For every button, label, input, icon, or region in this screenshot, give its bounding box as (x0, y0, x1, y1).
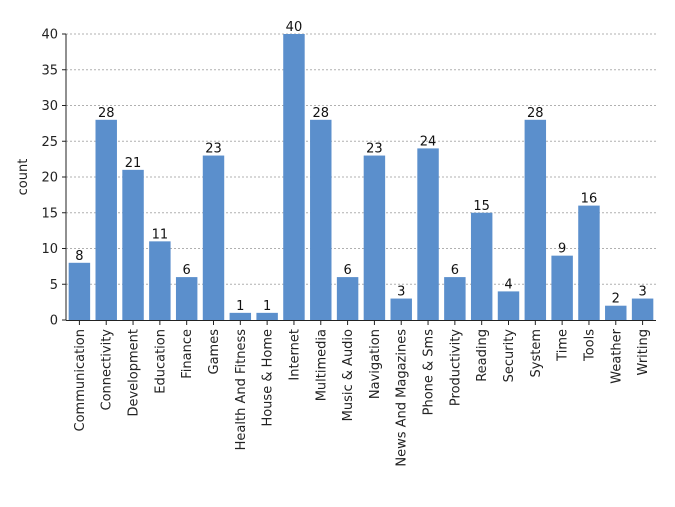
x-tick-label-0: Communication (73, 329, 88, 431)
y-tick-label-5: 5 (50, 278, 58, 293)
bar-7 (256, 312, 278, 320)
x-tick-label-4: Finance (180, 329, 195, 379)
bar-value-label-21: 3 (638, 285, 646, 300)
bar-value-label-17: 28 (527, 106, 544, 121)
bar-15 (470, 212, 493, 320)
x-tick-label-21: Writing (636, 329, 651, 375)
bar-17 (524, 119, 547, 320)
bars (68, 34, 654, 320)
x-tick-label-11: Navigation (368, 329, 383, 399)
bar-21 (631, 298, 654, 320)
x-tick-label-19: Tools (582, 329, 597, 362)
bar-19 (578, 205, 600, 320)
y-tick-label-25: 25 (41, 135, 58, 150)
bar-value-label-16: 4 (504, 277, 512, 292)
bar-8 (283, 34, 305, 320)
x-tick-label-6: Health And Fitness (234, 329, 249, 451)
y-tick-label-40: 40 (41, 28, 58, 43)
bar-4 (175, 277, 198, 320)
bar-value-label-20: 2 (612, 292, 620, 307)
bar-value-label-9: 28 (312, 106, 329, 121)
bar-value-label-15: 15 (473, 199, 490, 214)
bar-value-label-14: 6 (451, 263, 459, 278)
bar-value-label-19: 16 (581, 192, 598, 207)
y-tick-label-0: 0 (50, 314, 58, 329)
bar-value-label-4: 6 (183, 263, 191, 278)
bar-value-label-13: 24 (420, 134, 437, 149)
x-tick-label-15: Reading (475, 329, 490, 382)
x-tick-label-12: News And Magazines (395, 329, 410, 467)
bar-12 (390, 298, 412, 320)
x-tick-label-17: System (529, 329, 544, 377)
bar-20 (605, 305, 627, 320)
x-tick-label-1: Connectivity (100, 329, 115, 411)
x-tick-label-9: Multimedia (314, 329, 329, 401)
bar-6 (229, 312, 252, 320)
x-tick-label-3: Education (153, 329, 168, 394)
bar-value-label-10: 6 (343, 263, 351, 278)
y-tick-label-20: 20 (41, 171, 58, 186)
bar-3 (149, 241, 171, 320)
bar-2 (122, 169, 144, 320)
bar-10 (336, 277, 359, 320)
x-axis: Communication Connectivity Development Educ… (66, 320, 656, 467)
x-tick-label-20: Weather (609, 328, 624, 383)
x-tick-label-10: Music & Audio (341, 329, 356, 421)
x-tick-label-5: Games (207, 329, 222, 375)
y-tick-label-35: 35 (41, 63, 58, 78)
bar-16 (497, 291, 520, 320)
bar-value-label-3: 11 (152, 227, 169, 242)
y-tick-label-30: 30 (41, 99, 58, 114)
bar-14 (444, 277, 466, 320)
y-axis: 0 5 10 15 20 25 30 35 40 (41, 28, 67, 329)
x-tick-label-13: Phone & Sms (422, 329, 437, 416)
bar-value-label-1: 28 (98, 106, 115, 121)
bar-5 (202, 155, 225, 320)
x-tick-label-2: Development (127, 329, 142, 417)
x-tick-label-18: Time (556, 329, 571, 362)
bar-value-label-7: 1 (263, 299, 271, 314)
y-tick-label-10: 10 (41, 242, 58, 257)
x-tick-label-8: Internet (287, 329, 302, 381)
bar-value-label-12: 3 (397, 285, 405, 300)
bar-18 (551, 255, 573, 320)
x-tick-label-7: House & Home (261, 329, 276, 427)
bar-11 (363, 155, 386, 320)
bar-1 (95, 119, 117, 320)
bar-13 (417, 148, 439, 320)
bar-value-label-11: 23 (366, 142, 383, 157)
bar-value-label-5: 23 (205, 142, 222, 157)
bar-0 (68, 262, 91, 320)
y-axis-title: count (16, 159, 31, 196)
bar-9 (310, 119, 332, 320)
bar-value-label-0: 8 (75, 249, 83, 264)
x-tick-label-16: Security (502, 329, 517, 383)
bar-value-label-8: 40 (286, 20, 303, 35)
bar-value-label-6: 1 (236, 299, 244, 314)
bar-value-label-18: 9 (558, 242, 566, 257)
y-tick-label-15: 15 (41, 206, 58, 221)
bar-value-label-2: 21 (125, 156, 142, 171)
x-tick-label-14: Productivity (448, 329, 463, 406)
